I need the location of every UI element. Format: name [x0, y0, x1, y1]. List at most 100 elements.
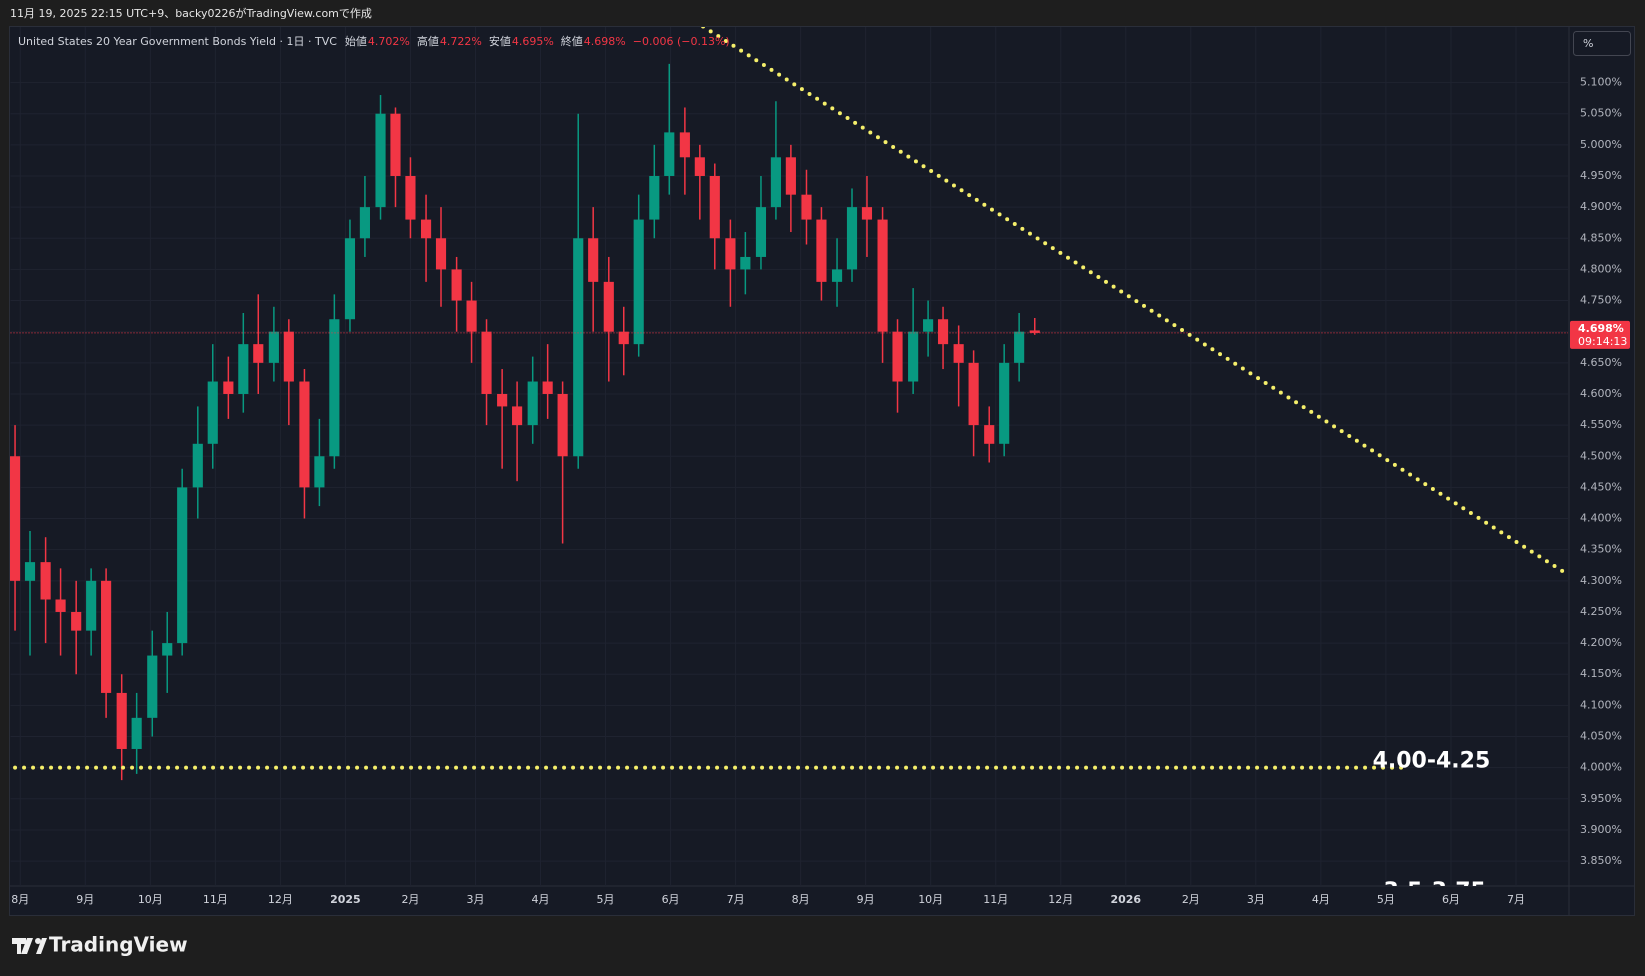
- x-tick-label: 11月: [983, 893, 1008, 906]
- candle-body: [253, 344, 264, 363]
- y-tick-label: 4.200%: [1580, 636, 1622, 649]
- candle-body: [451, 269, 462, 301]
- logo-icon: [12, 938, 33, 954]
- candle-body: [937, 319, 949, 345]
- candle-body: [649, 175, 660, 220]
- chart-panel: [9, 26, 1635, 916]
- y-tick-label: 4.900%: [1580, 200, 1622, 213]
- field-value: 4.722%: [440, 35, 482, 48]
- candle-body: [816, 219, 827, 282]
- candle-body: [466, 300, 477, 332]
- candle-body: [314, 456, 325, 488]
- y-tick-label: 4.450%: [1580, 480, 1622, 493]
- candle-body: [877, 219, 888, 332]
- candle-body: [40, 562, 51, 600]
- y-tick-label: 5.050%: [1580, 107, 1622, 120]
- x-tick-label: 9月: [76, 893, 94, 906]
- annotation: 3.5-3.75: [1383, 879, 1485, 904]
- x-tick-label: 4月: [1312, 893, 1330, 906]
- candle-body: [177, 487, 188, 644]
- y-tick-label: 3.950%: [1580, 792, 1622, 805]
- x-tick-label: 3月: [1247, 893, 1265, 906]
- candle-body: [512, 406, 523, 426]
- logo: [12, 938, 47, 954]
- trend-line: [701, 27, 1570, 577]
- y-tick-label: 4.600%: [1580, 387, 1622, 400]
- field-label: 終値: [561, 34, 583, 48]
- x-tick-label: 7月: [1507, 893, 1525, 906]
- candle-body: [116, 692, 127, 749]
- candle-body: [71, 611, 82, 631]
- y-tick-label: 4.950%: [1580, 169, 1622, 182]
- annotation: 4.00-4.25: [1373, 748, 1491, 773]
- y-tick-label: 4.150%: [1580, 667, 1622, 680]
- y-tick-label: 5.000%: [1580, 138, 1622, 151]
- candle-body: [329, 319, 340, 457]
- y-tick-label: 4.050%: [1580, 730, 1622, 743]
- candle-body: [359, 207, 370, 239]
- candle-body: [573, 238, 584, 457]
- candle-body: [709, 175, 720, 239]
- x-tick-label: 5月: [597, 893, 615, 906]
- x-tick-label: 12月: [268, 893, 293, 906]
- x-tick-label: 11月: [203, 893, 228, 906]
- candle-body: [557, 393, 568, 457]
- candle-body: [299, 381, 310, 488]
- x-tick-label: 6月: [1442, 893, 1460, 906]
- candle-body: [101, 580, 112, 693]
- y-tick-label: 4.400%: [1580, 512, 1622, 525]
- candle-body: [892, 331, 903, 382]
- unit-label[interactable]: %: [1583, 37, 1593, 50]
- change: −0.006 (−0.13%): [633, 35, 730, 48]
- field-label: 始値: [345, 34, 367, 48]
- x-tick-label: 9月: [857, 893, 875, 906]
- candle-body: [1014, 331, 1025, 363]
- y-tick-label: 4.300%: [1580, 574, 1622, 587]
- candle-body: [633, 219, 644, 345]
- x-tick-label: 2月: [401, 893, 419, 906]
- candle-body: [694, 157, 705, 176]
- candle-body: [481, 331, 492, 394]
- candle-body: [968, 362, 979, 426]
- y-tick-label: 5.100%: [1580, 76, 1622, 89]
- candle-body: [131, 717, 142, 749]
- candle-body: [542, 381, 553, 394]
- candle-body: [785, 157, 796, 195]
- candle-body: [86, 580, 97, 631]
- x-tick-label: 3月: [466, 893, 484, 906]
- candle-body: [908, 331, 919, 382]
- candle-body: [192, 443, 203, 488]
- x-tick-label: 10月: [138, 893, 163, 906]
- y-tick-label: 3.900%: [1580, 823, 1622, 836]
- candle-body: [24, 562, 36, 581]
- candle-body: [283, 331, 294, 382]
- y-tick-label: 4.800%: [1580, 262, 1622, 275]
- field-label: 高値: [417, 34, 439, 48]
- field-label: 安値: [489, 34, 511, 48]
- candle-body: [740, 256, 751, 270]
- candle-body: [588, 238, 599, 282]
- x-tick-label: 10月: [918, 893, 943, 906]
- candle-body: [344, 238, 356, 320]
- unit-button[interactable]: [1573, 31, 1631, 56]
- y-tick-label: 4.550%: [1580, 418, 1622, 431]
- x-tick-label: 8月: [792, 893, 810, 906]
- candle-body: [55, 599, 66, 612]
- candle-body: [497, 393, 508, 407]
- logo-icon: [36, 938, 47, 954]
- y-tick-label: 4.350%: [1580, 543, 1622, 556]
- brand: TradingView: [49, 933, 188, 957]
- y-tick-label: 4.750%: [1580, 294, 1622, 307]
- candle-body: [435, 238, 447, 270]
- candle-body: [755, 207, 767, 257]
- plot: 4.00-4.25 3.5-3.75: [10, 27, 1570, 904]
- x-tick-label: 2025: [330, 893, 361, 906]
- y-tick-label: 3.850%: [1580, 854, 1622, 867]
- candle-body: [527, 381, 538, 426]
- y-tick-label: 4.250%: [1580, 605, 1622, 618]
- y-tick-label: 4.000%: [1580, 761, 1622, 774]
- candle-body: [831, 269, 843, 282]
- candle-body: [147, 655, 158, 718]
